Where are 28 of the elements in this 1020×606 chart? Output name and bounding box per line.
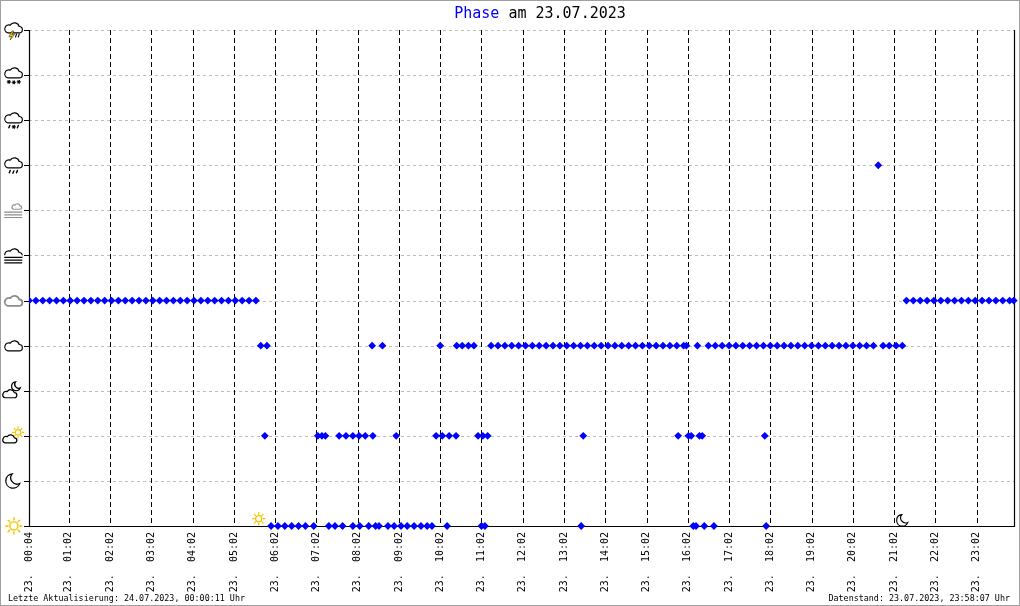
x-tick-label: 23. 02:02 <box>103 532 115 593</box>
x-tick-label: 23. 07:02 <box>310 532 322 593</box>
x-tick-label: 23. 23:02 <box>970 532 982 593</box>
x-tick-label: 23. 04:02 <box>186 532 198 593</box>
x-tick-label: 23. 05:02 <box>227 532 239 593</box>
x-tick-label: 23. 12:02 <box>516 532 528 593</box>
x-tick-label: 23. 17:02 <box>722 532 734 593</box>
x-tick-label: 23. 16:02 <box>681 532 693 593</box>
x-tick-label: 23. 06:02 <box>268 532 280 593</box>
x-tick-label: 23. 14:02 <box>598 532 610 593</box>
x-tick-label: 23. 19:02 <box>805 532 817 593</box>
x-tick-label: 23. 20:02 <box>846 532 858 593</box>
x-tick-label: 23. 21:02 <box>887 532 899 593</box>
x-tick-label: 23. 03:02 <box>145 532 156 593</box>
x-tick-label: 23. 13:02 <box>557 532 569 593</box>
x-tick-label: 23. 11:02 <box>475 532 487 593</box>
text: Letzte Aktualisierung: 24.07.2023, 00:00:11 Uhr <box>8 593 245 603</box>
x-tick-label: 23. 08:02 <box>351 532 363 593</box>
x-tick-label: 23. 00:04 <box>22 532 34 593</box>
x-tick-label: 23. 22:02 <box>928 532 940 593</box>
x-tick-label: 23. 09:02 <box>392 532 404 593</box>
x-tick-label: 23. 15:02 <box>640 532 652 593</box>
x-tick-label: 23. 18:02 <box>763 532 775 593</box>
x-tick-label: 23. 10:02 <box>433 532 445 593</box>
chart-title: am 23.07.2023 <box>508 4 626 22</box>
text: Datenstand: 23.07.2023, 23:58:07 Uhr <box>828 593 1010 603</box>
text: Phase <box>454 4 500 22</box>
x-tick-label: 23. 01:02 <box>62 532 74 593</box>
